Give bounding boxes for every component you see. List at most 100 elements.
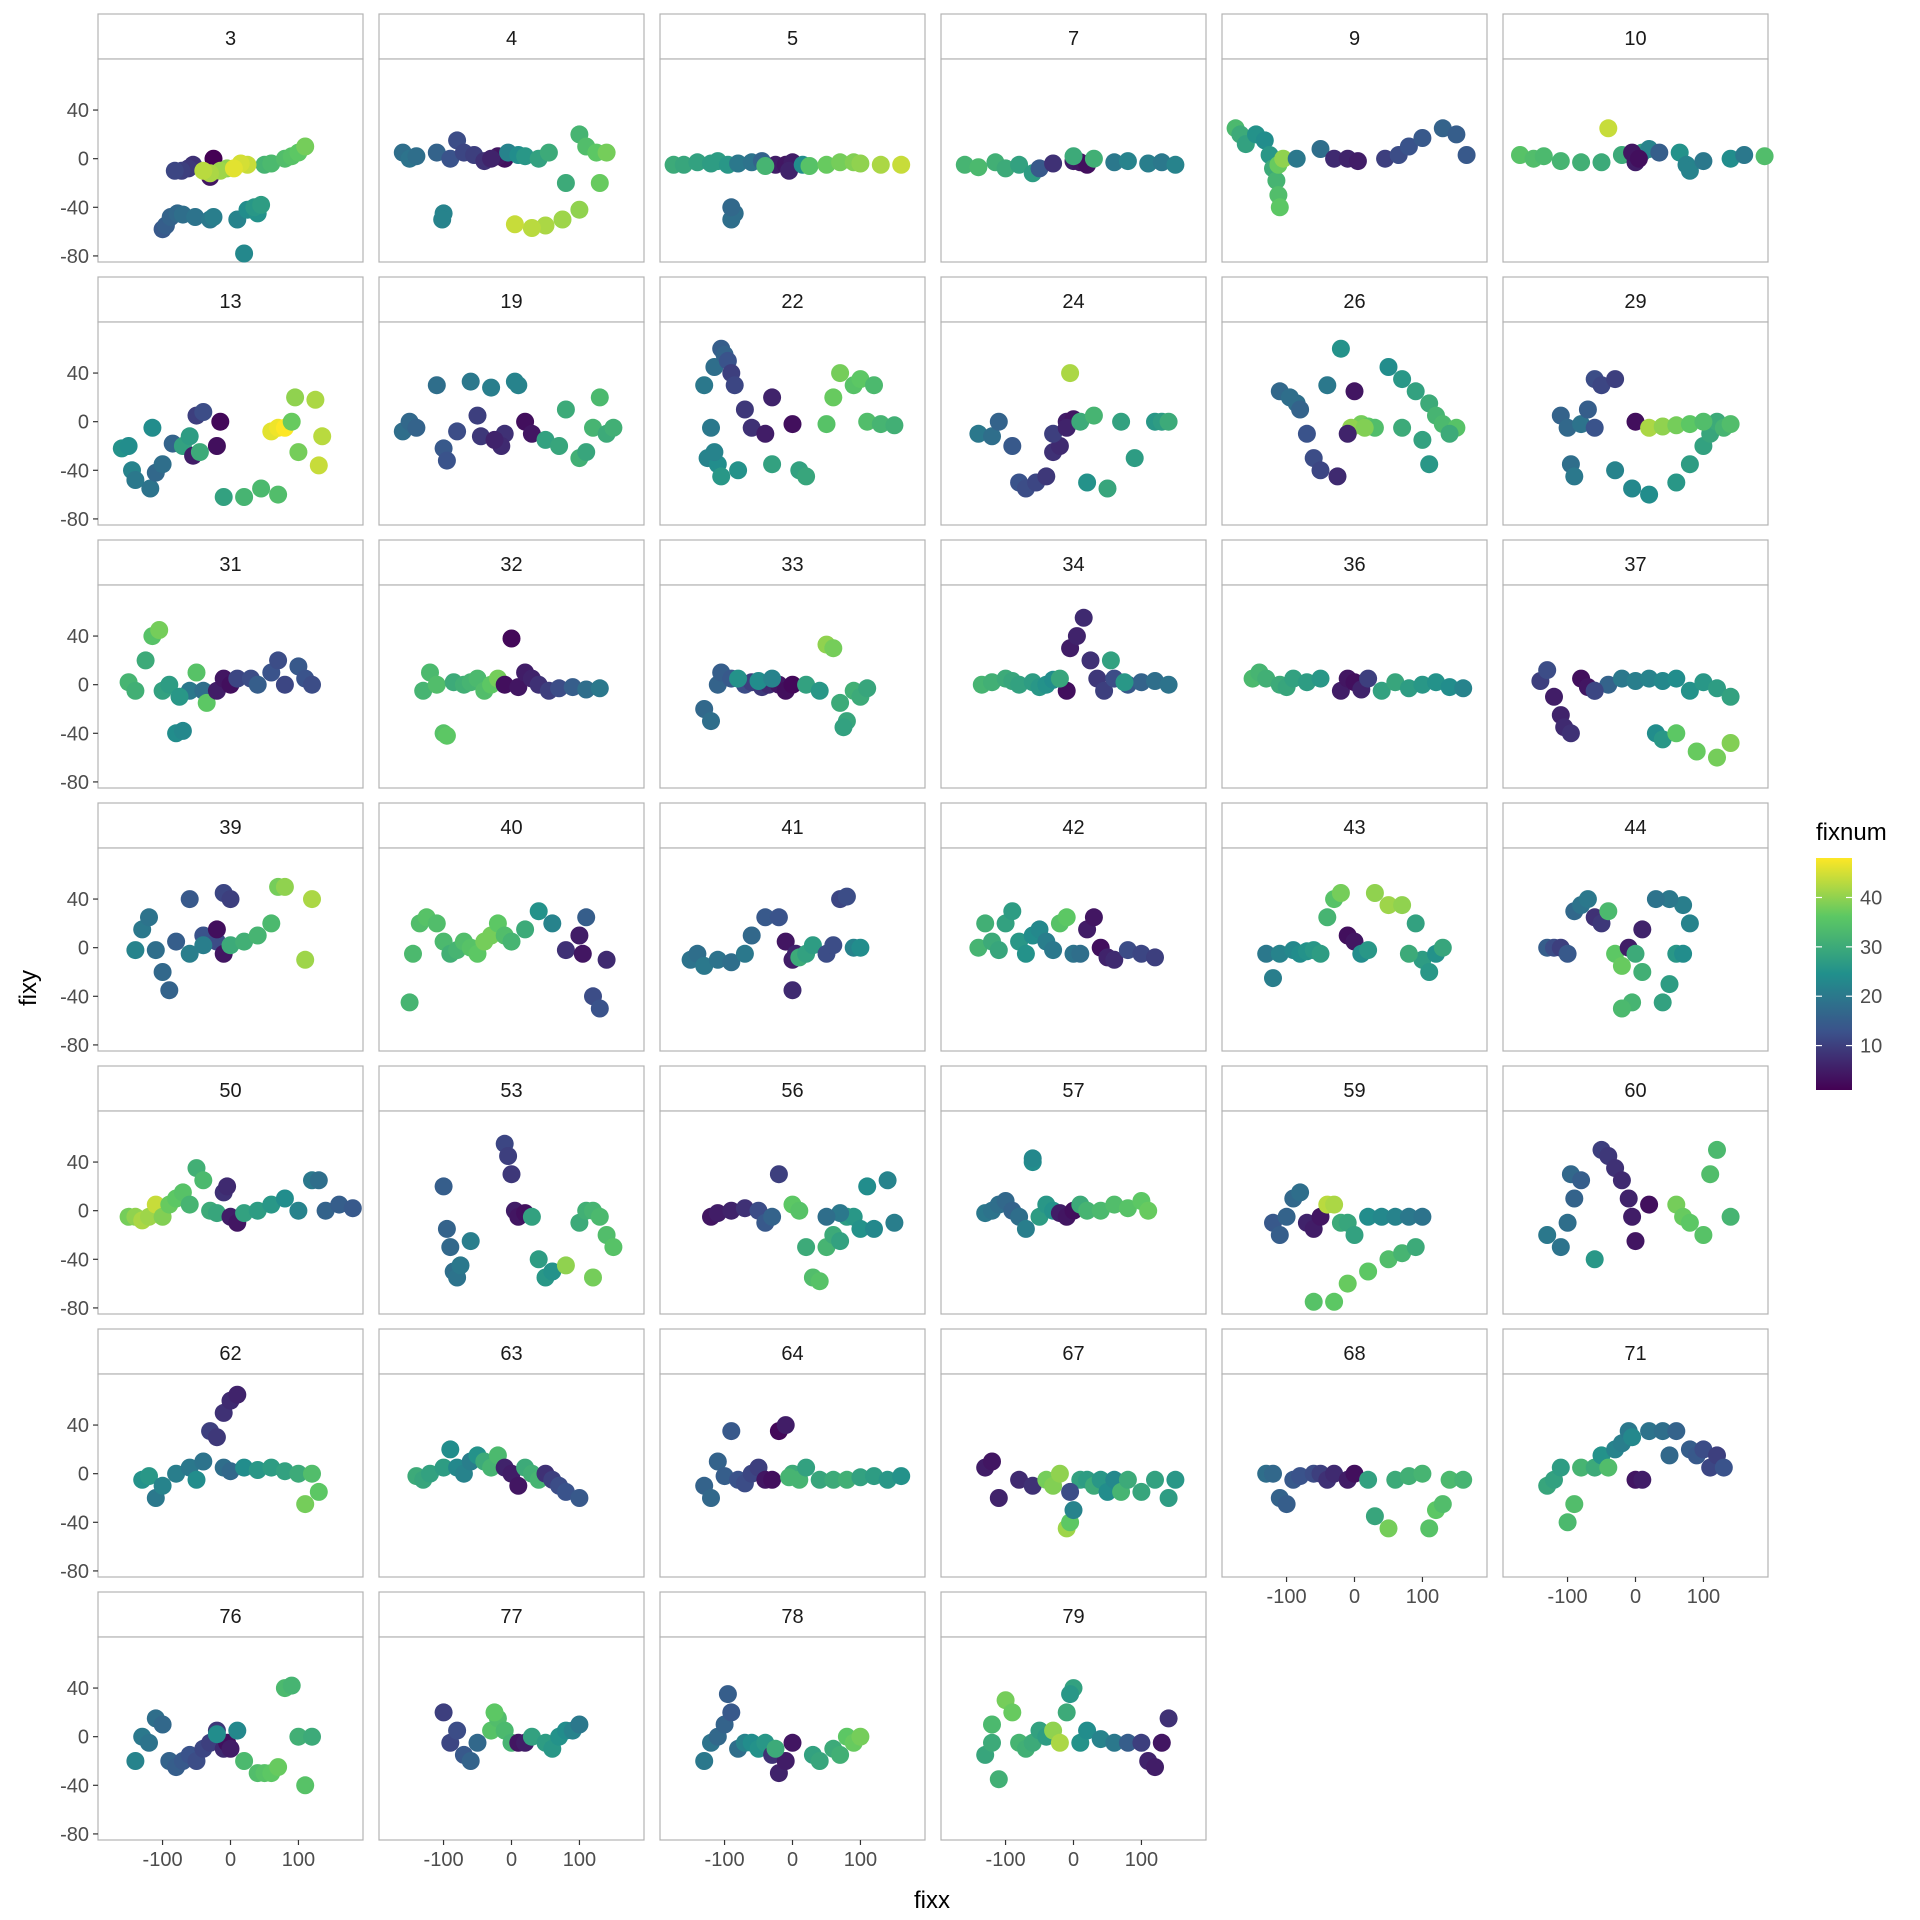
data-point xyxy=(865,1467,883,1486)
strip-background xyxy=(97,539,364,586)
data-point xyxy=(1257,669,1276,688)
data-point xyxy=(461,1752,480,1770)
data-point xyxy=(282,412,301,431)
data-point xyxy=(289,1727,308,1746)
strip-label: 24 xyxy=(1062,291,1084,313)
data-point xyxy=(1118,941,1137,960)
facet-panel-19: 19 xyxy=(378,276,645,526)
data-point xyxy=(1166,155,1185,174)
strip-label: 26 xyxy=(1343,291,1365,313)
data-point xyxy=(235,244,254,263)
data-point xyxy=(1345,1226,1364,1244)
facet-panel-36: 36 xyxy=(1221,539,1488,789)
data-point xyxy=(1345,1464,1364,1483)
data-point xyxy=(1003,902,1022,921)
strip-background xyxy=(97,802,364,849)
data-point xyxy=(495,675,514,694)
data-point xyxy=(553,210,572,229)
strip-label: 79 xyxy=(1062,1606,1084,1628)
data-point xyxy=(1612,999,1631,1018)
facet-panel-29: 29 xyxy=(1502,276,1769,526)
data-point xyxy=(437,1219,456,1238)
data-point xyxy=(1105,1733,1124,1752)
data-point xyxy=(735,1199,754,1218)
data-point xyxy=(1050,1733,1069,1752)
data-point xyxy=(1667,416,1686,435)
facet-panel-4: 4 xyxy=(378,13,645,263)
data-point xyxy=(296,137,315,156)
strip-background xyxy=(940,1065,1207,1112)
data-point xyxy=(1023,1476,1042,1495)
data-point xyxy=(1044,154,1063,173)
strip-label: 42 xyxy=(1062,817,1084,839)
x-tick-label: 100 xyxy=(844,1849,877,1871)
facet-panel-32: 32 xyxy=(378,539,645,789)
data-point xyxy=(468,406,487,425)
data-point xyxy=(505,215,524,234)
strip-background xyxy=(378,1328,645,1375)
data-point xyxy=(1050,1464,1069,1483)
data-point xyxy=(1454,679,1473,698)
data-point xyxy=(1146,672,1164,690)
data-point xyxy=(1159,1709,1178,1728)
data-point xyxy=(1023,1149,1042,1168)
data-point xyxy=(437,451,456,470)
data-point xyxy=(989,1489,1008,1507)
data-point xyxy=(800,157,819,175)
data-point xyxy=(1653,1422,1672,1441)
data-point xyxy=(1078,473,1097,492)
data-point xyxy=(522,1727,541,1746)
data-point xyxy=(1132,944,1151,963)
data-point xyxy=(1701,1165,1720,1184)
data-point xyxy=(1640,418,1659,437)
strip-label: 10 xyxy=(1624,28,1646,50)
data-point xyxy=(989,412,1008,431)
data-point xyxy=(434,1458,453,1477)
data-point xyxy=(482,378,501,397)
strip-label: 22 xyxy=(781,291,803,313)
data-point xyxy=(502,629,521,648)
data-point xyxy=(1660,890,1679,909)
data-point xyxy=(550,437,569,455)
data-point xyxy=(1623,479,1642,498)
data-point xyxy=(810,1272,829,1291)
facet-panel-13: 13 40 0 -40 -80 xyxy=(60,276,364,531)
data-point xyxy=(1592,376,1611,395)
data-point xyxy=(885,1213,904,1232)
data-point xyxy=(1355,418,1374,437)
data-point xyxy=(1118,1733,1137,1752)
data-point xyxy=(1267,171,1286,190)
data-point xyxy=(1640,669,1659,688)
y-tick-label: -80 xyxy=(60,772,89,794)
data-point xyxy=(522,1207,541,1226)
data-point xyxy=(248,675,267,694)
data-point xyxy=(1561,724,1580,743)
strip-background xyxy=(378,276,645,323)
data-point xyxy=(235,1204,254,1223)
data-point xyxy=(309,1171,328,1190)
data-point xyxy=(448,422,467,441)
data-point xyxy=(485,430,504,449)
strip-background xyxy=(1502,802,1769,849)
data-point xyxy=(1379,358,1398,376)
data-point xyxy=(858,1177,877,1196)
data-point xyxy=(584,418,602,437)
data-point xyxy=(461,372,480,391)
data-point xyxy=(1101,651,1120,670)
data-point xyxy=(1393,896,1412,915)
legend-tick-label: 10 xyxy=(1860,1036,1882,1058)
data-point xyxy=(228,669,247,688)
facet-panel-59: 59 xyxy=(1221,1065,1488,1315)
data-point xyxy=(165,161,184,180)
data-point xyxy=(1565,467,1584,486)
data-point xyxy=(1003,437,1022,455)
data-point xyxy=(218,1177,237,1196)
data-point xyxy=(1044,941,1063,960)
y-tick-label: 0 xyxy=(78,938,89,960)
data-point xyxy=(1653,672,1672,690)
data-point xyxy=(817,155,836,174)
data-point xyxy=(563,678,582,697)
data-point xyxy=(427,143,446,162)
data-point xyxy=(1680,161,1699,180)
data-point xyxy=(262,1458,281,1477)
